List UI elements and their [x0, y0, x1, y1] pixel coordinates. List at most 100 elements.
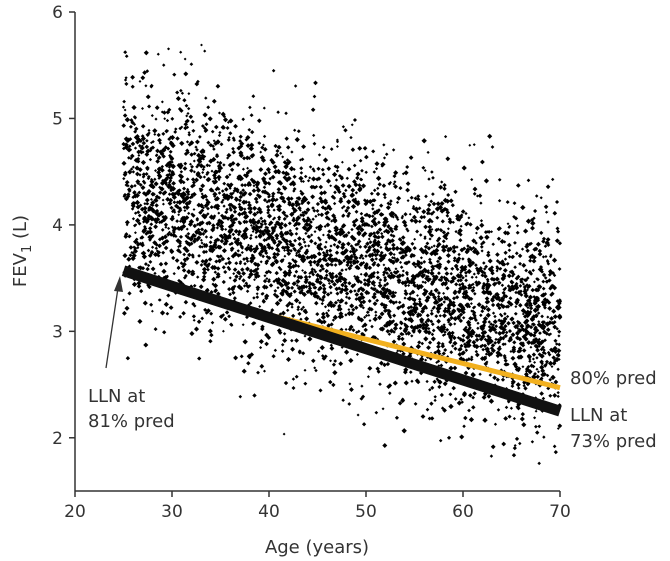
scatter-point	[340, 160, 344, 164]
scatter-point	[322, 190, 328, 195]
scatter-point	[458, 278, 463, 283]
scatter-point	[506, 284, 511, 288]
scatter-point	[171, 194, 177, 200]
x-tick-label: 60	[452, 502, 474, 522]
scatter-point	[210, 320, 215, 325]
scatter-point	[227, 229, 233, 235]
scatter-point	[165, 118, 170, 123]
scatter-point	[144, 144, 150, 150]
scatter-point	[388, 391, 392, 395]
scatter-point	[299, 171, 304, 175]
scatter-point	[239, 244, 245, 250]
scatter-point	[271, 354, 276, 359]
scatter-point	[464, 211, 468, 216]
scatter-point	[494, 292, 499, 297]
scatter-point	[350, 147, 356, 152]
scatter-point	[461, 333, 466, 338]
scatter-point	[145, 229, 151, 235]
scatter-point	[425, 407, 430, 412]
scatter-point	[211, 276, 217, 282]
scatter-point	[551, 348, 555, 352]
scatter-point	[330, 194, 335, 199]
scatter-point	[155, 249, 159, 253]
scatter-point	[263, 171, 268, 177]
scatter-point	[488, 398, 495, 404]
scatter-point	[358, 302, 364, 309]
scatter-point	[438, 184, 444, 190]
scatter-point	[249, 244, 254, 249]
scatter-point	[359, 272, 363, 276]
scatter-point	[219, 142, 224, 147]
scatter-point	[344, 268, 348, 272]
scatter-point	[522, 348, 526, 353]
scatter-point	[416, 379, 421, 385]
scatter-point	[307, 222, 311, 226]
scatter-point	[153, 181, 159, 187]
scatter-point	[291, 281, 297, 287]
scatter-point	[429, 199, 434, 204]
scatter-point	[186, 231, 191, 236]
scatter-point	[266, 255, 272, 261]
scatter-point	[488, 291, 493, 296]
scatter-point	[386, 201, 391, 206]
scatter-point	[343, 128, 348, 133]
scatter-point	[168, 153, 172, 158]
scatter-point	[152, 240, 158, 246]
scatter-point	[475, 231, 478, 235]
scatter-point	[413, 237, 417, 241]
scatter-point	[556, 229, 561, 234]
scatter-point	[541, 255, 546, 259]
scatter-point	[544, 362, 548, 366]
scatter-point	[276, 286, 280, 290]
scatter-point	[466, 322, 472, 328]
scatter-point	[200, 316, 205, 321]
scatter-point	[375, 191, 381, 197]
scatter-point	[431, 337, 435, 341]
scatter-point	[430, 279, 436, 285]
scatter-point	[307, 244, 311, 248]
scatter-point	[508, 336, 513, 341]
scatter-point	[429, 311, 434, 316]
scatter-point	[526, 178, 531, 183]
scatter-point	[231, 146, 235, 151]
scatter-point	[315, 294, 321, 300]
scatter-point	[147, 226, 153, 231]
scatter-point	[252, 184, 256, 188]
scatter-point	[318, 297, 322, 301]
scatter-point	[335, 169, 340, 173]
scatter-point	[333, 300, 338, 305]
scatter-point	[540, 292, 547, 298]
scatter-point	[553, 450, 558, 455]
scatter-point	[153, 327, 158, 332]
scatter-point	[199, 263, 204, 267]
scatter-point	[241, 117, 245, 122]
scatter-point	[497, 298, 502, 303]
scatter-point	[360, 384, 364, 388]
scatter-point	[485, 252, 491, 258]
scatter-point	[146, 213, 151, 218]
scatter-point	[388, 226, 394, 232]
scatter-point	[385, 329, 391, 334]
scatter-point	[169, 205, 174, 210]
scatter-point	[515, 224, 520, 228]
scatter-point	[381, 407, 385, 411]
scatter-point	[144, 165, 150, 171]
scatter-point	[154, 117, 158, 121]
scatter-point	[154, 203, 159, 208]
scatter-point	[540, 314, 544, 319]
scatter-point	[406, 199, 410, 203]
scatter-point	[276, 187, 282, 192]
scatter-point	[175, 190, 182, 197]
scatter-point	[359, 300, 364, 305]
scatter-point	[426, 345, 431, 351]
scatter-point	[286, 145, 291, 150]
scatter-point	[414, 265, 418, 269]
scatter-point	[360, 183, 367, 189]
scatter-point	[228, 173, 232, 177]
scatter-point	[338, 306, 343, 312]
scatter-point	[415, 229, 420, 234]
scatter-point	[485, 277, 490, 282]
scatter-point	[407, 260, 410, 264]
scatter-point	[134, 237, 139, 242]
scatter-point	[317, 287, 321, 292]
